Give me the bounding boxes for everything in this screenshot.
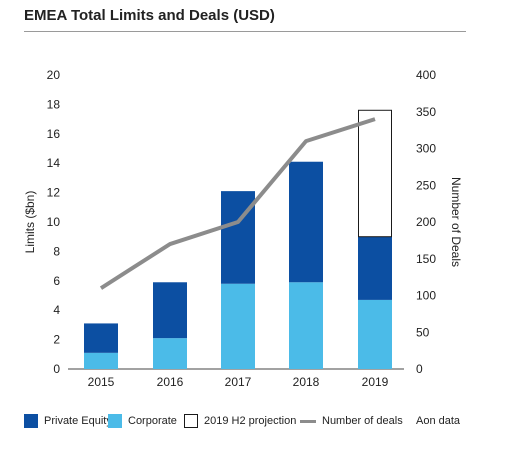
y-right-axis-title: Number of Deals <box>449 177 463 267</box>
deals-line <box>99 117 376 290</box>
bar-corporate <box>153 338 187 369</box>
legend-label-deals: Number of deals <box>322 415 403 427</box>
chart-title: EMEA Total Limits and Deals (USD) <box>24 7 275 24</box>
bar-corporate <box>84 352 118 369</box>
y-tick-label: 20 <box>47 68 61 82</box>
y-tick-label: 4 <box>53 303 60 317</box>
source-label: Aon data <box>416 415 461 427</box>
y-tick-label: 10 <box>47 215 61 229</box>
title-divider <box>24 31 466 32</box>
legend-label-private-equity: Private Equity <box>44 415 112 427</box>
y-right-tick-label: 300 <box>416 142 436 156</box>
legend-item-corporate: Corporate <box>108 412 177 430</box>
y-axis-title: Limits ($bn) <box>23 191 37 254</box>
y-tick-label: 16 <box>47 127 61 141</box>
legend-item-projection: 2019 H2 projection <box>184 412 296 430</box>
y-right-tick-label: 150 <box>416 252 436 266</box>
x-tick-label: 2018 <box>293 375 320 389</box>
y-tick-label: 6 <box>53 274 60 288</box>
bar-private-equity <box>84 323 118 353</box>
x-tick-label: 2015 <box>88 375 115 389</box>
legend-swatch-deals <box>300 419 316 423</box>
legend-swatch-corporate <box>108 414 122 428</box>
legend-item-private-equity: Private Equity <box>24 412 112 430</box>
y-right-tick-label: 200 <box>416 215 436 229</box>
y-tick-label: 0 <box>53 362 60 376</box>
x-tick-label: 2017 <box>225 375 252 389</box>
bar-private-equity <box>153 282 187 339</box>
bar-private-equity <box>358 236 392 300</box>
legend-label-projection: 2019 H2 projection <box>204 415 297 427</box>
legend-label-corporate: Corporate <box>128 415 177 427</box>
bar-corporate <box>289 282 323 369</box>
y-tick-label: 8 <box>53 244 60 258</box>
legend-swatch-private-equity <box>24 414 38 428</box>
legend: Private Equity Corporate 2019 H2 project… <box>24 412 494 430</box>
bar-private-equity <box>289 161 323 283</box>
chart-area: 0246810121416182005010015020025030035040… <box>23 68 463 389</box>
legend-item-deals: Number of deals <box>300 412 403 430</box>
y-right-tick-label: 50 <box>416 325 430 339</box>
y-tick-label: 2 <box>53 333 60 347</box>
y-right-tick-label: 100 <box>416 289 436 303</box>
y-right-tick-label: 350 <box>416 105 436 119</box>
bar-corporate <box>358 299 392 369</box>
legend-swatch-projection <box>184 414 198 428</box>
y-tick-label: 18 <box>47 97 61 111</box>
y-tick-label: 12 <box>47 186 61 200</box>
x-tick-label: 2019 <box>362 375 389 389</box>
y-right-tick-label: 250 <box>416 178 436 192</box>
y-right-tick-label: 400 <box>416 68 436 82</box>
y-tick-label: 14 <box>47 156 61 170</box>
y-right-tick-label: 0 <box>416 362 423 376</box>
bar-projection <box>358 109 392 238</box>
x-tick-label: 2016 <box>157 375 184 389</box>
bar-corporate <box>221 283 255 369</box>
source-note: Aon data <box>416 412 460 430</box>
